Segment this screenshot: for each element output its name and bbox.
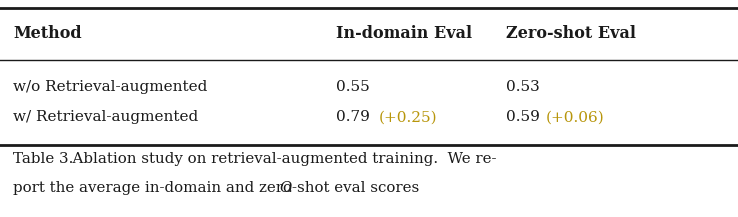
Text: 0.53: 0.53	[506, 80, 539, 94]
Text: (+0.25): (+0.25)	[379, 110, 437, 124]
Text: 0.59: 0.59	[506, 110, 539, 124]
Text: O: O	[279, 181, 292, 195]
Text: w/o Retrieval-augmented: w/o Retrieval-augmented	[13, 80, 207, 94]
Text: Ablation study on retrieval-augmented training.  We re-: Ablation study on retrieval-augmented tr…	[63, 153, 497, 166]
Text: In-domain Eval: In-domain Eval	[336, 25, 472, 42]
Text: 0.79: 0.79	[336, 110, 370, 124]
Text: Zero-shot Eval: Zero-shot Eval	[506, 25, 635, 42]
Text: port the average in-domain and zero-shot eval scores: port the average in-domain and zero-shot…	[13, 181, 424, 195]
Text: Table 3.: Table 3.	[13, 153, 74, 166]
Text: (+0.06): (+0.06)	[546, 110, 605, 124]
Text: w/ Retrieval-augmented: w/ Retrieval-augmented	[13, 110, 199, 124]
Text: .: .	[288, 181, 293, 195]
Text: 0.55: 0.55	[336, 80, 370, 94]
Text: Method: Method	[13, 25, 82, 42]
